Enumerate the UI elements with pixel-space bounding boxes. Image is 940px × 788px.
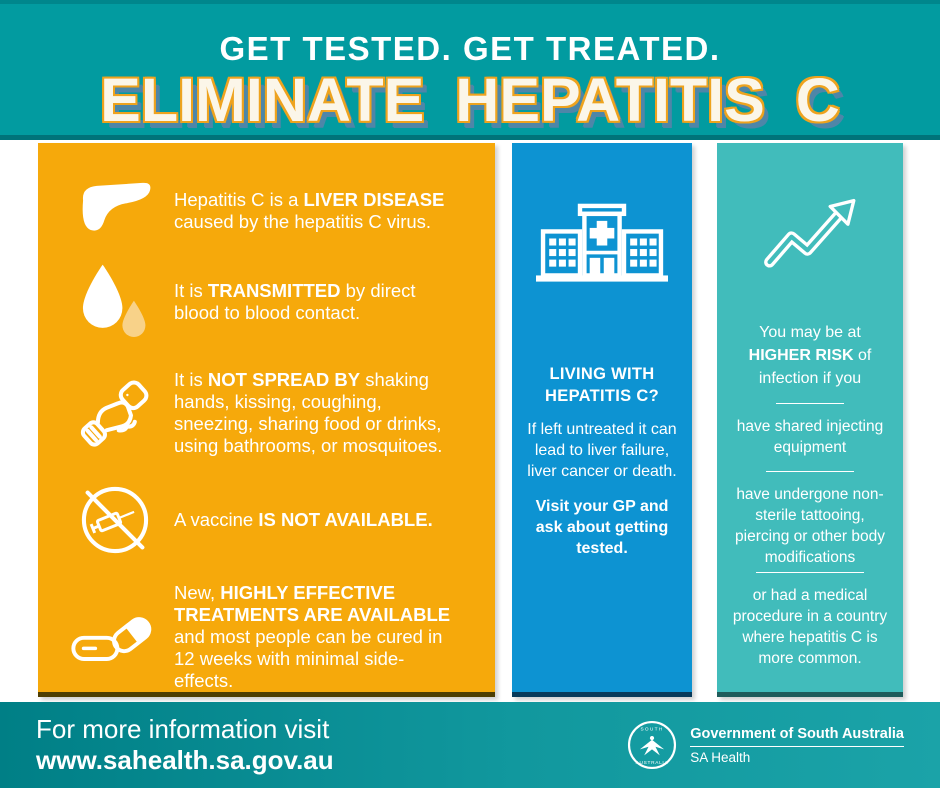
fact-row-transmitted: It is TRANSMITTED by direct blood to blo…: [38, 261, 495, 342]
trend-up-arrow-icon: [717, 193, 903, 273]
risk-column: You may be at HIGHER RISK of infection i…: [717, 143, 903, 697]
header-subtitle: GET TESTED. GET TREATED.: [219, 30, 721, 67]
sahealth-url[interactable]: www.sahealth.sa.gov.au: [36, 745, 334, 775]
piping-shrike-bird: [640, 735, 665, 756]
svg-text:AUSTRALIA: AUSTRALIA: [636, 760, 669, 766]
sa-logo-emblem: SOUTH AUSTRALIA: [628, 720, 677, 770]
divider: [756, 572, 864, 573]
living-with-column: LIVING WITH HEPATITIS C? If left untreat…: [512, 143, 692, 697]
risk-item: have shared injecting equipment: [736, 418, 884, 456]
fact-row-no-vaccine: A vaccine IS NOT AVAILABLE.: [38, 483, 495, 557]
divider: [776, 403, 844, 404]
risk-item: have undergone non-sterile tattooing, pi…: [735, 486, 885, 566]
living-body: If left untreated it can lead to liver f…: [527, 421, 677, 480]
sa-logo-text: Government of South Australia SA Health: [690, 726, 904, 765]
fact-row-treatments: New, HIGHLY EFFECTIVE TREATMENTS ARE AVA…: [38, 563, 495, 710]
facts-column: Hepatitis C is a LIVER DISEASE caused by…: [38, 143, 495, 788]
handshake-icon: [56, 369, 174, 457]
government-label: Government of South Australia: [690, 725, 904, 742]
fact-text: It is TRANSMITTED by direct blood to blo…: [174, 279, 416, 323]
no-vaccine-icon: [56, 483, 174, 557]
logo-divider: [690, 745, 904, 747]
fact-row-not-spread: It is NOT SPREAD BY shaking hands, kissi…: [38, 350, 495, 475]
page-title: ELIMINATE HEPATITIS C: [100, 66, 840, 134]
risk-intro: You may be at HIGHER RISK of infection i…: [748, 324, 872, 387]
living-heading: LIVING WITH HEPATITIS C?: [545, 365, 659, 405]
blood-drops-icon: [56, 262, 174, 342]
divider: [766, 471, 854, 472]
pills-icon: [56, 606, 174, 668]
sa-health-label: SA Health: [690, 749, 751, 765]
hospital-icon: [512, 201, 692, 283]
header-banner: GET TESTED. GET TREATED. ELIMINATE HEPAT…: [0, 0, 940, 140]
liver-icon: [56, 178, 174, 244]
fact-row-liver-disease: Hepatitis C is a LIVER DISEASE caused by…: [38, 170, 495, 251]
sa-government-logo: SOUTH AUSTRALIA Government of South Aust…: [626, 719, 904, 771]
fact-text: Hepatitis C is a LIVER DISEASE caused by…: [174, 188, 445, 232]
risk-item: or had a medical procedure in a country …: [732, 587, 888, 667]
footer-info-text: For more information visit www.sahealth.…: [36, 714, 334, 775]
svg-text:SOUTH: SOUTH: [641, 726, 664, 732]
fact-text: New, HIGHLY EFFECTIVE TREATMENTS ARE AVA…: [174, 581, 451, 691]
fact-text: It is NOT SPREAD BY shaking hands, kissi…: [174, 368, 443, 456]
fact-text: A vaccine IS NOT AVAILABLE.: [174, 509, 433, 530]
footer-bar: For more information visit www.sahealth.…: [0, 702, 940, 788]
living-cta: Visit your GP and ask about getting test…: [535, 498, 669, 557]
